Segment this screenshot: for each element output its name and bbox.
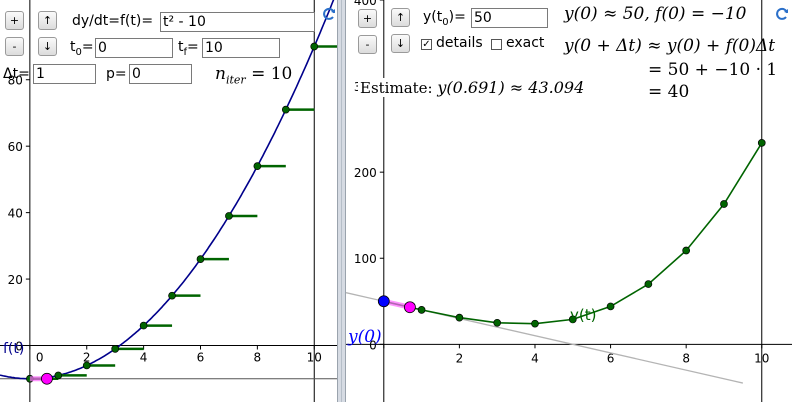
sample-point xyxy=(225,212,233,220)
refresh-icon-right[interactable] xyxy=(774,6,790,22)
ode-label: dy/dt=f(t)= xyxy=(72,13,154,29)
euler-point xyxy=(720,200,728,208)
sample-point xyxy=(196,255,205,263)
x-tick-label: 2 xyxy=(456,351,464,365)
euler-point xyxy=(417,306,426,314)
ode-input[interactable]: t² - 10 xyxy=(160,12,315,32)
sample-point xyxy=(310,42,319,51)
x-tick-label: 10 xyxy=(307,351,322,365)
x-tick-label: 6 xyxy=(607,351,615,365)
increase-button[interactable]: + xyxy=(5,11,24,30)
details-checkbox[interactable]: ✓ xyxy=(421,39,432,50)
y-curve-label: y(t) xyxy=(570,306,597,324)
y-tick-label: 20 xyxy=(8,273,23,287)
x-tick-label: 4 xyxy=(531,351,539,365)
estimate-value: y(0.691) ≈ 43.094 xyxy=(437,78,585,97)
formula-line-2: y(0 + Δt) ≈ y(0) + f(0)Δt xyxy=(564,36,776,56)
niter-label: niter = 10 xyxy=(215,64,293,87)
p-input[interactable]: 0 xyxy=(129,64,192,84)
euler-point xyxy=(531,319,539,328)
x-tick-label: 0 xyxy=(36,351,44,365)
euler-point xyxy=(644,280,653,288)
initial-value-point xyxy=(377,295,390,308)
euler-point xyxy=(493,318,502,327)
y0-point-label: y(0) xyxy=(348,327,382,347)
y-tick-label: 40 xyxy=(8,207,23,221)
tf-input[interactable]: 10 xyxy=(202,38,280,58)
panel-splitter[interactable] xyxy=(337,0,346,402)
sample-point xyxy=(253,162,262,170)
dt-label: Δt= xyxy=(3,66,30,82)
estimate-label: Estimate: xyxy=(360,79,438,97)
y-tick-label: 80 xyxy=(8,74,23,88)
decrease-button[interactable]: - xyxy=(5,37,24,56)
right-graphics-view[interactable]: 2468100100200300400 + - ↑ ↓ y(t0)= 50 ✓ … xyxy=(346,0,792,402)
y-tick-label: 0 xyxy=(369,338,377,352)
formula-line-1: y(0) ≈ 50, f(0) = −10 xyxy=(564,4,747,24)
y-tick-label: 400 xyxy=(354,0,377,8)
step-up-button-right[interactable]: ↑ xyxy=(391,8,410,27)
euler-point xyxy=(682,246,691,255)
y-tick-label: 60 xyxy=(8,140,23,154)
right-plot[interactable]: 2468100100200300400 xyxy=(346,0,792,402)
euler-point xyxy=(455,313,464,322)
euler-point xyxy=(606,302,615,311)
x-tick-label: 2 xyxy=(83,351,91,365)
dt-input[interactable]: 1 xyxy=(33,64,96,84)
tf-label: tf= xyxy=(178,39,199,58)
sample-point xyxy=(82,361,91,370)
step-down-button[interactable]: ↓ xyxy=(38,37,57,56)
estimate-point xyxy=(404,301,416,314)
step-down-button-right[interactable]: ↓ xyxy=(391,34,410,53)
f-curve-label: f(t) xyxy=(3,341,25,357)
t-slider-point xyxy=(41,372,53,385)
sample-point xyxy=(111,344,120,353)
x-tick-label: 8 xyxy=(682,351,690,365)
y0-label: y(t0)= xyxy=(423,9,466,28)
details-label: details xyxy=(436,35,483,51)
t0-label: t0= xyxy=(70,39,94,58)
decrease-button-right[interactable]: - xyxy=(358,35,377,54)
sample-point xyxy=(168,291,176,300)
sample-point xyxy=(281,105,290,114)
formula-line-3: = 50 + −10 · 1 xyxy=(648,60,778,80)
y-tick-label: 0 xyxy=(15,340,23,354)
formula-line-4: = 40 xyxy=(648,82,690,102)
x-tick-label: 10 xyxy=(754,351,769,365)
x-tick-label: 8 xyxy=(254,351,262,365)
euler-point xyxy=(757,139,766,147)
increase-button-right[interactable]: + xyxy=(358,9,377,28)
sample-point xyxy=(54,371,63,380)
estimate-readout: Estimate: y(0.691) ≈ 43.094 xyxy=(358,78,587,97)
y0-input[interactable]: 50 xyxy=(471,8,548,28)
exact-label: exact xyxy=(506,35,545,51)
x-tick-label: 6 xyxy=(197,351,205,365)
y-polyline xyxy=(383,142,763,325)
euler-point xyxy=(568,315,577,324)
p-label: p= xyxy=(106,66,127,82)
exact-checkbox[interactable] xyxy=(491,39,502,50)
step-up-button[interactable]: ↑ xyxy=(38,11,57,30)
t0-input[interactable]: 0 xyxy=(95,38,173,58)
left-graphics-view[interactable]: 2 4 6 8 10 0 0 20 40 60 80 + - ↑ ↓ dy/dt=f(t)= t² … xyxy=(0,0,337,402)
sample-point xyxy=(139,321,148,330)
refresh-icon[interactable] xyxy=(321,6,337,22)
y-tick-label: 200 xyxy=(354,166,377,180)
x-tick-label: 4 xyxy=(140,351,148,365)
y-tick-label: 100 xyxy=(354,252,377,266)
